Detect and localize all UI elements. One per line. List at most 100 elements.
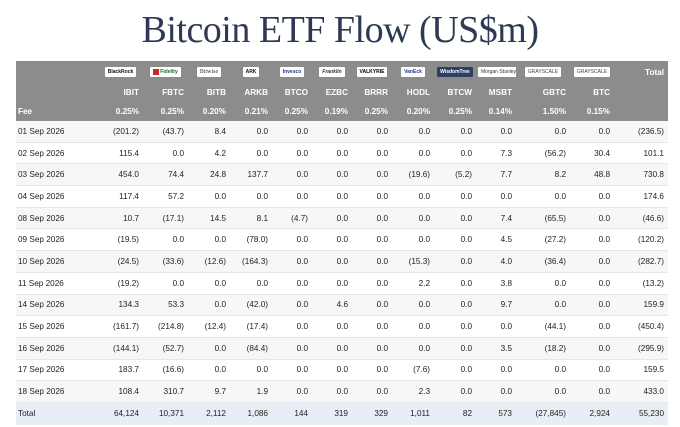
flow-cell: 0.0 [570, 294, 614, 317]
flow-cell: (42.0) [230, 294, 272, 317]
flow-cell: 0.0 [352, 142, 392, 165]
flow-cell: 0.0 [392, 315, 434, 338]
fidelity-logo: Fidelity [150, 67, 181, 77]
flow-cell: 0.0 [392, 121, 434, 143]
flow-cell: 0.0 [352, 294, 392, 317]
flow-cell: 0.0 [434, 185, 476, 208]
flow-cell: 0.0 [352, 185, 392, 208]
etf-flow-table: BlackRock Fidelity Bitwise ARK Invesco Frankl… [16, 61, 668, 425]
flow-cell: 0.0 [272, 185, 312, 208]
flow-cell: 7.3 [476, 142, 516, 165]
flow-cell: 0.0 [570, 250, 614, 273]
flow-cell: 0.0 [434, 272, 476, 295]
date-cell: 04 Sep 2026 [16, 185, 98, 208]
total-cell: 1,086 [230, 402, 272, 425]
flow-cell: 0.0 [272, 294, 312, 317]
fee-row: Fee 0.25% 0.25% 0.20% 0.21% 0.25% 0.19% 0.25% 0.… [16, 102, 668, 121]
flow-cell: 0.0 [516, 359, 570, 382]
table-row: 02 Sep 2026 115.4 0.0 4.2 0.0 0.0 0.0 0.0 0.0 0.0… [16, 142, 668, 165]
flow-cell: 0.0 [352, 121, 392, 143]
row-total-cell: (120.2) [614, 228, 668, 252]
flow-cell: 0.0 [352, 272, 392, 295]
flow-cell: 0.0 [312, 315, 352, 338]
date-cell: 15 Sep 2026 [16, 315, 98, 338]
issuer-logo-cell: GRAYSCALE [570, 61, 614, 83]
flow-cell: 8.4 [188, 121, 230, 143]
flow-cell: (52.7) [143, 337, 188, 360]
flow-cell: 0.0 [434, 380, 476, 403]
flow-cell: 0.0 [352, 250, 392, 273]
ticker-cell: BTCW [434, 83, 476, 102]
totals-row: Total 64,124 10,371 2,112 1,086 144 319 329 1,01… [16, 402, 668, 425]
flow-cell: 0.0 [188, 359, 230, 382]
date-cell: 01 Sep 2026 [16, 121, 98, 143]
flow-cell: 310.7 [143, 380, 188, 403]
table-row: 18 Sep 2026 108.4 310.7 9.7 1.9 0.0 0.0 0.0 2.3 0… [16, 380, 668, 403]
row-total-cell: 433.0 [614, 380, 668, 403]
flow-cell: 4.2 [188, 142, 230, 165]
ticker-row-label [16, 83, 98, 102]
issuer-logo-cell: BlackRock [98, 61, 143, 83]
flow-cell: 0.0 [272, 121, 312, 143]
row-total-cell: (450.4) [614, 315, 668, 338]
flow-cell: 0.0 [570, 228, 614, 252]
valkyrie-logo: VALKYRIE [356, 67, 388, 77]
row-total-cell: 174.6 [614, 185, 668, 208]
flow-cell: 14.5 [188, 207, 230, 230]
fee-cell: 0.20% [392, 102, 434, 121]
flow-cell: 53.3 [143, 294, 188, 317]
table-row: 16 Sep 2026 (144.1) (52.7) 0.0 (84.4) 0.0 0.0 0… [16, 337, 668, 360]
total-cell: (27,845) [516, 402, 570, 425]
flow-cell: 0.0 [570, 337, 614, 360]
flow-cell: 3.8 [476, 272, 516, 295]
flow-cell: (17.4) [230, 315, 272, 338]
issuer-logo-cell: VanEck [392, 61, 434, 83]
flow-cell: 0.0 [570, 185, 614, 208]
ticker-row: IBIT FBTC BITB ARKB BTCO EZBC BRRR HODL BTCW MSBT… [16, 83, 668, 102]
ticker-cell: MSBT [476, 83, 516, 102]
fee-cell: 0.19% [312, 102, 352, 121]
ticker-cell: BTCO [272, 83, 312, 102]
flow-cell: 0.0 [392, 142, 434, 165]
flow-cell: (43.7) [143, 121, 188, 143]
issuer-logo-cell: ARK [230, 61, 272, 83]
flow-cell: 0.0 [434, 142, 476, 165]
issuer-logo-cell: VALKYRIE [352, 61, 392, 83]
flow-cell: 1.9 [230, 380, 272, 403]
flow-cell: 0.0 [312, 163, 352, 187]
flow-cell: 0.0 [392, 207, 434, 230]
flow-cell: 0.0 [516, 121, 570, 143]
flow-cell: 9.7 [188, 380, 230, 403]
flow-cell: 183.7 [98, 359, 143, 382]
row-total-cell: 730.8 [614, 163, 668, 187]
fee-cell: 1.50% [516, 102, 570, 121]
flow-cell: 0.0 [352, 380, 392, 403]
ticker-cell: IBIT [98, 83, 143, 102]
flow-cell: (33.6) [143, 250, 188, 273]
flow-cell: 0.0 [230, 272, 272, 295]
ticker-cell: BITB [188, 83, 230, 102]
date-cell: 17 Sep 2026 [16, 359, 98, 382]
date-cell: 03 Sep 2026 [16, 163, 98, 187]
flow-cell: 0.0 [272, 359, 312, 382]
blackrock-logo: BlackRock [104, 67, 137, 77]
issuer-logo-cell: Invesco [272, 61, 312, 83]
row-total-cell: 159.5 [614, 359, 668, 382]
table-row: 01 Sep 2026 (201.2) (43.7) 8.4 0.0 0.0 0.0 0.0 0… [16, 121, 668, 143]
issuer-logo-cell: Morgan Stanley [476, 61, 516, 83]
table-row: 10 Sep 2026 (24.5) (33.6) (12.6) (164.3) 0.0 0… [16, 250, 668, 273]
fee-cell: 0.25% [272, 102, 312, 121]
grayscale-logo: GRAYSCALE [524, 67, 562, 77]
flow-cell: (15.3) [392, 250, 434, 273]
flow-cell: 3.5 [476, 337, 516, 360]
fee-cell: 0.20% [188, 102, 230, 121]
flow-cell: (17.1) [143, 207, 188, 230]
flow-cell: 0.0 [272, 163, 312, 187]
ticker-cell: BRRR [352, 83, 392, 102]
flow-cell: 8.1 [230, 207, 272, 230]
ticker-cell: BTC [570, 83, 614, 102]
flow-cell: 0.0 [352, 228, 392, 252]
fee-cell: 0.25% [143, 102, 188, 121]
total-cell: 329 [352, 402, 392, 425]
flow-cell: (12.6) [188, 250, 230, 273]
